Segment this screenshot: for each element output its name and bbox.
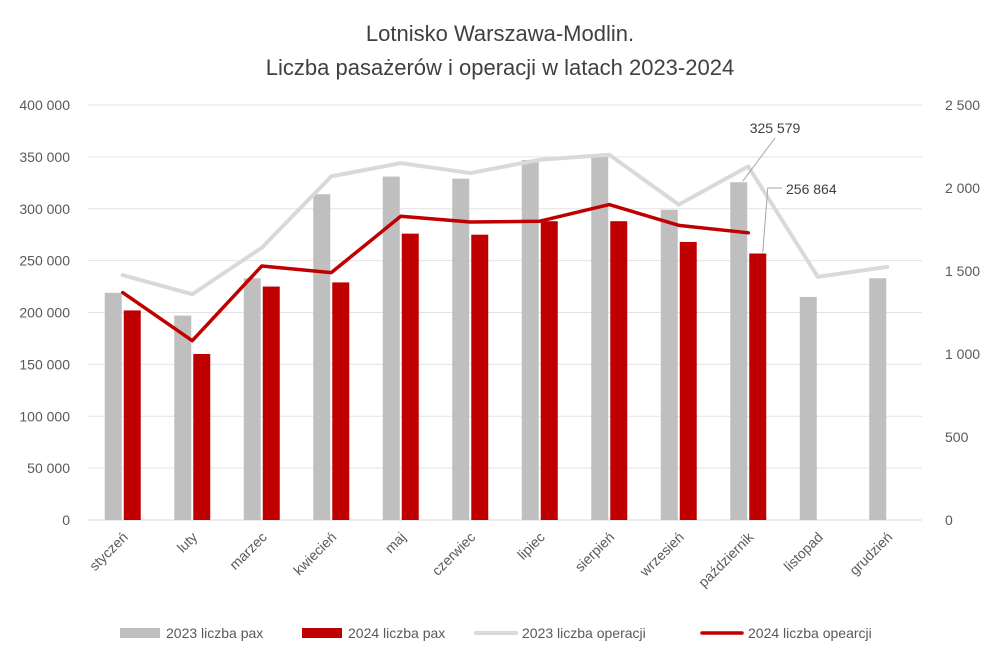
y-left-tick-label: 400 000 <box>19 97 70 113</box>
bar <box>401 233 419 520</box>
data-label: 256 864 <box>786 181 837 197</box>
x-tick-label: sierpień <box>571 529 617 575</box>
x-tick-label: wrzesień <box>636 529 687 580</box>
y-axis-left: 0 50 000 100 000 150 000 200 000 250 000 300 0… <box>19 97 70 528</box>
y-axis-right: 0 500 1 000 1 500 2 000 2 500 <box>945 97 980 528</box>
legend-item: 2024 liczba pax <box>302 625 445 641</box>
series-line <box>121 202 750 343</box>
bar <box>730 182 748 520</box>
bar <box>243 278 261 520</box>
legend-swatch <box>302 628 342 638</box>
bar <box>521 159 539 521</box>
y-left-tick-label: 300 000 <box>19 201 70 217</box>
legend-label: 2024 liczba opearcji <box>748 625 872 641</box>
bar <box>262 286 280 520</box>
callout-leader <box>762 187 782 253</box>
bar <box>749 253 767 520</box>
y-left-tick-label: 150 000 <box>19 356 70 372</box>
legend-item: 2023 liczba pax <box>120 625 263 641</box>
bar <box>123 310 141 520</box>
y-left-tick-label: 100 000 <box>19 408 70 424</box>
legend: 2023 liczba pax 2024 liczba pax 2023 liczb… <box>120 625 872 641</box>
x-tick-label: maj <box>382 529 409 556</box>
legend-label: 2023 liczba pax <box>166 625 263 641</box>
x-tick-label: czerwiec <box>429 529 479 579</box>
y-right-tick-label: 500 <box>945 429 969 445</box>
bar <box>679 241 697 520</box>
y-left-tick-label: 350 000 <box>19 149 70 165</box>
bars <box>104 155 887 521</box>
x-axis: styczeń luty marzec kwiecień maj czerwiec lipi… <box>86 528 895 590</box>
bar <box>452 178 470 520</box>
x-tick-label: październik <box>695 528 757 590</box>
callout-leader <box>742 137 776 182</box>
legend-item: 2024 liczba opearcji <box>700 625 872 641</box>
bar <box>610 221 628 520</box>
x-tick-label: styczeń <box>86 529 131 574</box>
series-line <box>120 152 890 297</box>
y-right-tick-label: 2 500 <box>945 97 980 113</box>
y-right-tick-label: 1 500 <box>945 263 980 279</box>
x-tick-label: lipiec <box>514 529 548 563</box>
chart-title-line-1: Lotnisko Warszawa-Modlin. <box>366 21 634 46</box>
chart-title-line-2: Liczba pasażerów i operacji w latach 202… <box>266 55 734 80</box>
bar <box>799 296 817 520</box>
y-left-tick-label: 0 <box>62 512 70 528</box>
x-tick-label: kwiecień <box>290 529 339 578</box>
bar <box>591 155 609 520</box>
legend-label: 2024 liczba pax <box>348 625 445 641</box>
y-right-tick-label: 0 <box>945 512 953 528</box>
bar <box>471 234 489 520</box>
bar <box>382 176 400 520</box>
x-tick-label: grudzień <box>846 529 895 578</box>
x-tick-label: luty <box>174 529 201 556</box>
lines <box>120 152 890 343</box>
gridlines <box>88 104 922 521</box>
bar <box>174 315 192 520</box>
legend-label: 2023 liczba operacji <box>522 625 646 641</box>
legend-item: 2023 liczba operacji <box>474 625 646 641</box>
bar <box>869 278 887 520</box>
bar <box>540 221 558 520</box>
data-callouts: 325 579 256 864 <box>742 120 837 253</box>
legend-swatch <box>120 628 160 638</box>
bar <box>104 292 122 520</box>
y-left-tick-label: 200 000 <box>19 305 70 321</box>
y-left-tick-label: 250 000 <box>19 253 70 269</box>
bar <box>193 354 211 520</box>
bar <box>332 282 350 520</box>
x-tick-label: marzec <box>226 529 270 573</box>
bar <box>660 209 678 520</box>
bar <box>313 194 331 520</box>
y-left-tick-label: 50 000 <box>27 460 70 476</box>
data-label: 325 579 <box>750 120 801 136</box>
y-right-tick-label: 2 000 <box>945 180 980 196</box>
x-tick-label: listopad <box>780 529 825 574</box>
y-right-tick-label: 1 000 <box>945 346 980 362</box>
